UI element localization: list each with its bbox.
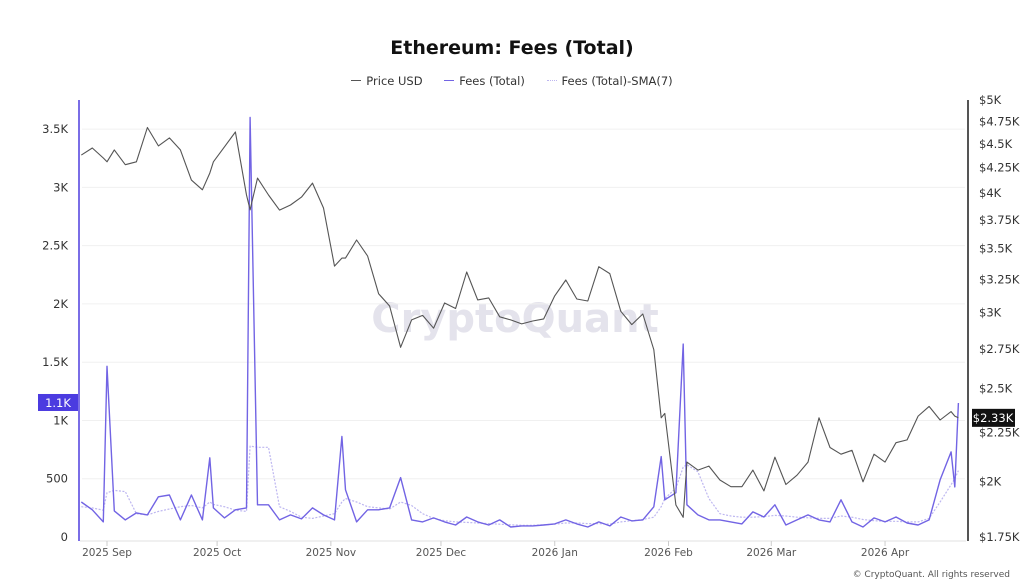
- y-left-tick-label: 500: [46, 472, 68, 486]
- price-current-badge: [972, 408, 1015, 427]
- y-right-tick-label: $1.75K: [979, 530, 1020, 544]
- y-left-tick-label: 3K: [53, 180, 68, 194]
- x-tick-label: 2025 Oct: [193, 547, 241, 559]
- y-left-tick-label: 2K: [53, 297, 68, 311]
- y-right-tick-label: $3.25K: [979, 272, 1020, 286]
- y-right-tick-label: $4.5K: [979, 137, 1013, 151]
- legend-swatch-fees: [444, 80, 455, 81]
- y-right-tick-label: $2.75K: [979, 342, 1020, 356]
- y-left-tick-label: 3.5K: [42, 122, 68, 136]
- legend: Price USD Fees (Total) Fees (Total)-SMA(…: [0, 70, 1024, 88]
- y-right-tick-label: $2K: [979, 474, 1002, 488]
- x-tick-label: 2026 Apr: [861, 547, 910, 559]
- fees-current-value: 1.1K: [45, 396, 71, 410]
- x-tick-label: 2025 Nov: [306, 547, 357, 559]
- legend-label: Price USD: [366, 73, 423, 88]
- fees-current-badge: [38, 393, 78, 411]
- legend-swatch-price: [351, 80, 362, 81]
- copyright-footer: © CryptoQuant. All rights reserved: [852, 570, 1010, 580]
- x-tick-label: 2026 Mar: [746, 547, 797, 559]
- y-right-tick-label: $3K: [979, 306, 1002, 320]
- y-right-tick-label: $4K: [979, 186, 1002, 200]
- fees-sma-line: [81, 445, 959, 526]
- legend-item-price[interactable]: Price USD: [351, 73, 423, 88]
- y-right-tick-label: $3.5K: [979, 241, 1013, 255]
- x-tick-label: 2026 Feb: [644, 547, 693, 559]
- fees-line: [80, 116, 960, 528]
- legend-label: Fees (Total): [459, 73, 525, 88]
- legend-swatch-sma: [546, 80, 557, 81]
- y-right-tick-label: $4.25K: [979, 161, 1020, 175]
- y-left-tick-label: 2.5K: [42, 239, 68, 253]
- y-right-tick-label: $2.25K: [979, 425, 1020, 439]
- chart-title: Ethereum: Fees (Total): [390, 37, 634, 59]
- y-left-tick-label: 0: [61, 530, 68, 544]
- y-right-tick-label: $4.75K: [979, 114, 1020, 128]
- y-left-tick-label: 1K: [53, 413, 68, 427]
- legend-label: Fees (Total)-SMA(7): [561, 73, 673, 88]
- y-right-tick-label: $5K: [979, 93, 1002, 107]
- y-left-tick-label: 1.5K: [42, 355, 68, 369]
- legend-item-sma[interactable]: Fees (Total)-SMA(7): [546, 73, 673, 88]
- y-right-tick-label: $2.5K: [979, 382, 1013, 396]
- x-tick-label: 2025 Dec: [416, 547, 467, 559]
- x-tick-label: 2026 Jan: [532, 547, 578, 559]
- legend-item-fees[interactable]: Fees (Total): [444, 74, 525, 88]
- price-current-value: $2.33K: [973, 411, 1014, 425]
- x-tick-label: 2025 Sep: [82, 547, 132, 559]
- price-line: [81, 126, 959, 518]
- y-right-tick-label: $3.75K: [979, 213, 1020, 227]
